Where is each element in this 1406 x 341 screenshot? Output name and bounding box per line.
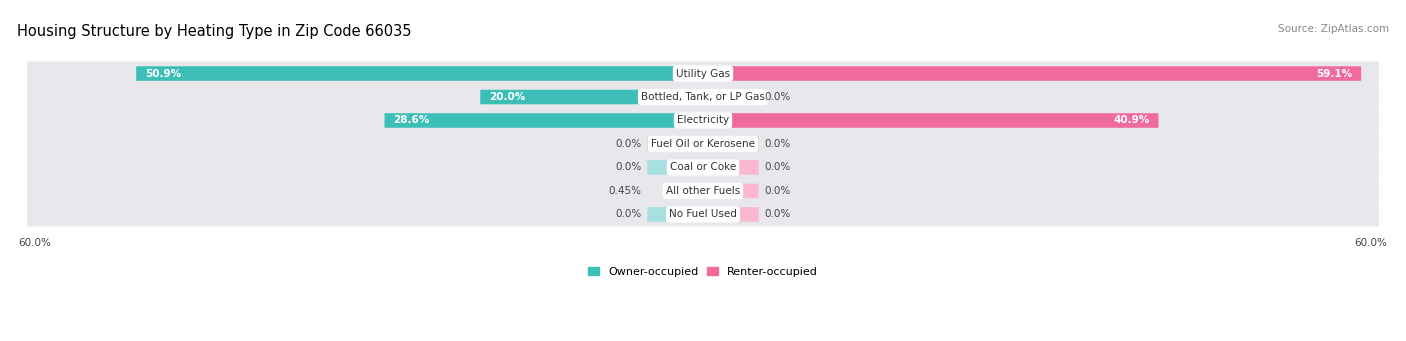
Text: Fuel Oil or Kerosene: Fuel Oil or Kerosene xyxy=(651,139,755,149)
Text: 0.0%: 0.0% xyxy=(765,209,790,219)
Text: 20.0%: 20.0% xyxy=(489,92,526,102)
FancyBboxPatch shape xyxy=(384,113,703,128)
Text: 0.0%: 0.0% xyxy=(765,92,790,102)
Text: No Fuel Used: No Fuel Used xyxy=(669,209,737,219)
Text: 50.9%: 50.9% xyxy=(145,69,181,78)
Text: 0.0%: 0.0% xyxy=(616,139,641,149)
FancyBboxPatch shape xyxy=(481,90,703,104)
Text: 0.0%: 0.0% xyxy=(765,162,790,173)
FancyBboxPatch shape xyxy=(703,113,1159,128)
Text: Housing Structure by Heating Type in Zip Code 66035: Housing Structure by Heating Type in Zip… xyxy=(17,24,412,39)
FancyBboxPatch shape xyxy=(136,66,703,81)
Text: All other Fuels: All other Fuels xyxy=(666,186,740,196)
FancyBboxPatch shape xyxy=(27,203,1379,226)
Text: 0.0%: 0.0% xyxy=(765,139,790,149)
FancyBboxPatch shape xyxy=(703,66,1361,81)
Text: 59.1%: 59.1% xyxy=(1316,69,1353,78)
FancyBboxPatch shape xyxy=(647,207,703,222)
Text: 0.0%: 0.0% xyxy=(616,162,641,173)
Text: Source: ZipAtlas.com: Source: ZipAtlas.com xyxy=(1278,24,1389,34)
FancyBboxPatch shape xyxy=(27,108,1379,132)
FancyBboxPatch shape xyxy=(27,132,1379,156)
Text: Coal or Coke: Coal or Coke xyxy=(669,162,737,173)
Text: Electricity: Electricity xyxy=(676,116,730,125)
FancyBboxPatch shape xyxy=(703,90,759,104)
Text: 28.6%: 28.6% xyxy=(394,116,430,125)
FancyBboxPatch shape xyxy=(647,160,703,175)
FancyBboxPatch shape xyxy=(703,137,759,151)
FancyBboxPatch shape xyxy=(27,85,1379,109)
Text: 0.0%: 0.0% xyxy=(616,209,641,219)
Text: Utility Gas: Utility Gas xyxy=(676,69,730,78)
FancyBboxPatch shape xyxy=(647,137,703,151)
FancyBboxPatch shape xyxy=(703,160,759,175)
Text: 0.0%: 0.0% xyxy=(765,186,790,196)
Text: 40.9%: 40.9% xyxy=(1114,116,1150,125)
FancyBboxPatch shape xyxy=(27,155,1379,179)
FancyBboxPatch shape xyxy=(703,184,759,198)
FancyBboxPatch shape xyxy=(27,179,1379,203)
Text: Bottled, Tank, or LP Gas: Bottled, Tank, or LP Gas xyxy=(641,92,765,102)
FancyBboxPatch shape xyxy=(703,207,759,222)
FancyBboxPatch shape xyxy=(697,184,703,198)
FancyBboxPatch shape xyxy=(27,62,1379,86)
Text: 0.45%: 0.45% xyxy=(609,186,641,196)
Legend: Owner-occupied, Renter-occupied: Owner-occupied, Renter-occupied xyxy=(583,262,823,281)
